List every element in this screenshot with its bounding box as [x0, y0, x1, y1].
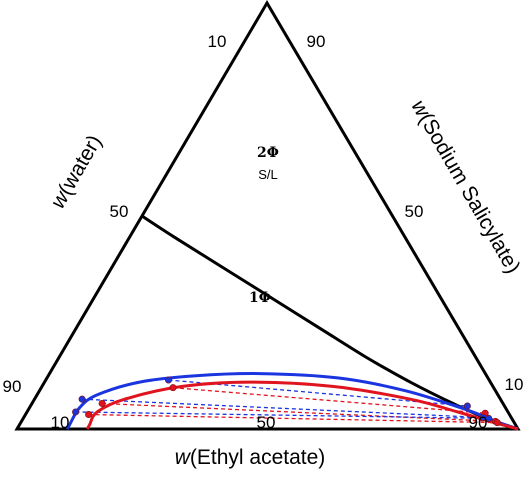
red-tieline-2-end1 [169, 384, 177, 392]
bottom-tick-10: 10 [51, 413, 70, 432]
left-tick-10: 10 [208, 32, 227, 51]
red-tieline-2 [172, 387, 486, 414]
right-tick-90: 90 [307, 32, 326, 51]
solubility-curve [141, 214, 519, 431]
left-tick-90: 90 [3, 377, 22, 396]
red-tieline-1 [102, 402, 496, 422]
region-one-phase-label: 1Φ [249, 290, 271, 306]
red-tieline-3 [88, 413, 498, 424]
right-axis-label: w(Sodium Salicylate) [407, 96, 525, 277]
red-tieline-3-end2 [493, 419, 501, 427]
bottom-tick-90: 90 [469, 413, 488, 432]
triangle-outline [14, 0, 521, 431]
blue-tieline-3-end1 [72, 408, 80, 416]
blue-tieline-2-end2 [463, 402, 471, 410]
binodal-curves [65, 372, 519, 431]
tielines [75, 379, 498, 424]
blue-tieline-2-end1 [164, 376, 172, 384]
tieline-endpoints [72, 376, 501, 427]
left-axis-label: w(water) [46, 131, 106, 212]
binodal-red-line [85, 380, 519, 431]
region-two-phase-sublabel: S/L [258, 167, 278, 182]
solubility-curve-line [141, 214, 519, 431]
binodal-blue-line [65, 372, 519, 431]
red-tieline-3-end1 [85, 411, 93, 419]
right-tick-50: 50 [405, 202, 424, 221]
region-two-phase-label: 2Φ [257, 145, 279, 161]
red-tieline-1-end1 [98, 399, 106, 407]
blue-tieline-1 [82, 398, 484, 419]
left-tick-50: 50 [110, 202, 129, 221]
blue-tieline-3 [75, 411, 489, 419]
blue-tieline-3-end2 [485, 414, 493, 422]
bottom-tick-50: 50 [257, 413, 276, 432]
right-tick-10: 10 [505, 375, 524, 394]
bottom-axis-label: w(Ethyl acetate) [175, 446, 326, 469]
triangle-frame [14, 0, 521, 431]
blue-tieline-1-end1 [78, 395, 86, 403]
